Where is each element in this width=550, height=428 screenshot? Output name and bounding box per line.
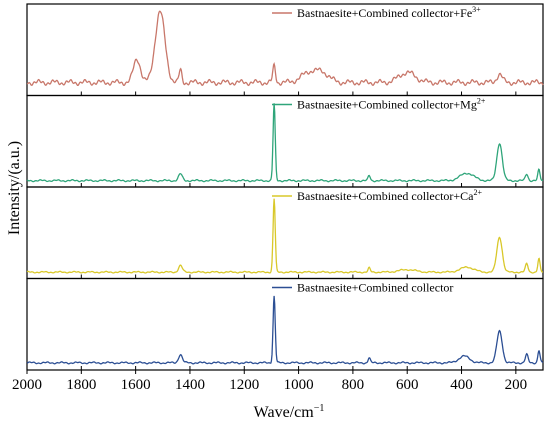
legend-label-text: Bastnaesite+Combined collector+Mg bbox=[297, 98, 477, 112]
legend-label: Bastnaesite+Combined collector bbox=[297, 281, 453, 295]
spectrum-line bbox=[26, 295, 544, 365]
spectrum-line bbox=[26, 103, 544, 183]
x-tick-label: 400 bbox=[450, 377, 473, 393]
x-tick-label: 800 bbox=[342, 377, 365, 393]
legend-label-text: Bastnaesite+Combined collector+Fe bbox=[297, 6, 472, 20]
legend-label: Bastnaesite+Combined collector+Mg2+ bbox=[297, 97, 486, 112]
legend-label: Bastnaesite+Combined collector+Ca2+ bbox=[297, 188, 483, 203]
legend-label-text: Bastnaesite+Combined collector+Ca bbox=[297, 189, 474, 203]
legend-label-sup: 2+ bbox=[474, 188, 483, 197]
x-tick-label: 200 bbox=[505, 377, 528, 393]
panel-frame bbox=[26, 277, 544, 371]
legend-label-sup: 3+ bbox=[472, 5, 481, 14]
legend-label-sup: 2+ bbox=[477, 97, 486, 106]
x-axis-label: Wave/cm−1 bbox=[254, 403, 325, 421]
x-axis-label-text: Wave/cm bbox=[254, 404, 315, 421]
spectra-panels: Bastnaesite+Combined collector+Fe3+Bastn… bbox=[26, 3, 544, 371]
x-tick-label: 1400 bbox=[175, 377, 205, 393]
x-axis: 2000 1800 1600 1400 1200 1000 800 600 400 200 bbox=[12, 370, 527, 393]
x-tick-label: 1800 bbox=[66, 377, 96, 393]
y-axis-label: Intensity/(a.u.) bbox=[6, 141, 23, 235]
legend-label: Bastnaesite+Combined collector+Fe3+ bbox=[297, 5, 481, 20]
spectrum-line bbox=[26, 198, 543, 274]
legend-label-text: Bastnaesite+Combined collector bbox=[297, 281, 453, 295]
spectrum-panel: Bastnaesite+Combined collector+Fe3+ bbox=[26, 3, 544, 97]
x-tick-label: 1600 bbox=[121, 377, 151, 393]
x-axis-label-sup: −1 bbox=[314, 403, 325, 414]
x-tick-label: 1000 bbox=[284, 377, 314, 393]
x-tick-label: 2000 bbox=[12, 377, 42, 393]
spectrum-line bbox=[26, 10, 544, 87]
x-tick-label: 600 bbox=[396, 377, 419, 393]
spectrum-panel: Bastnaesite+Combined collector+Ca2+ bbox=[26, 186, 544, 280]
x-tick-label: 1200 bbox=[229, 377, 259, 393]
spectrum-panel: Bastnaesite+Combined collector+Mg2+ bbox=[26, 94, 544, 188]
spectrum-panel: Bastnaesite+Combined collector bbox=[26, 277, 544, 371]
